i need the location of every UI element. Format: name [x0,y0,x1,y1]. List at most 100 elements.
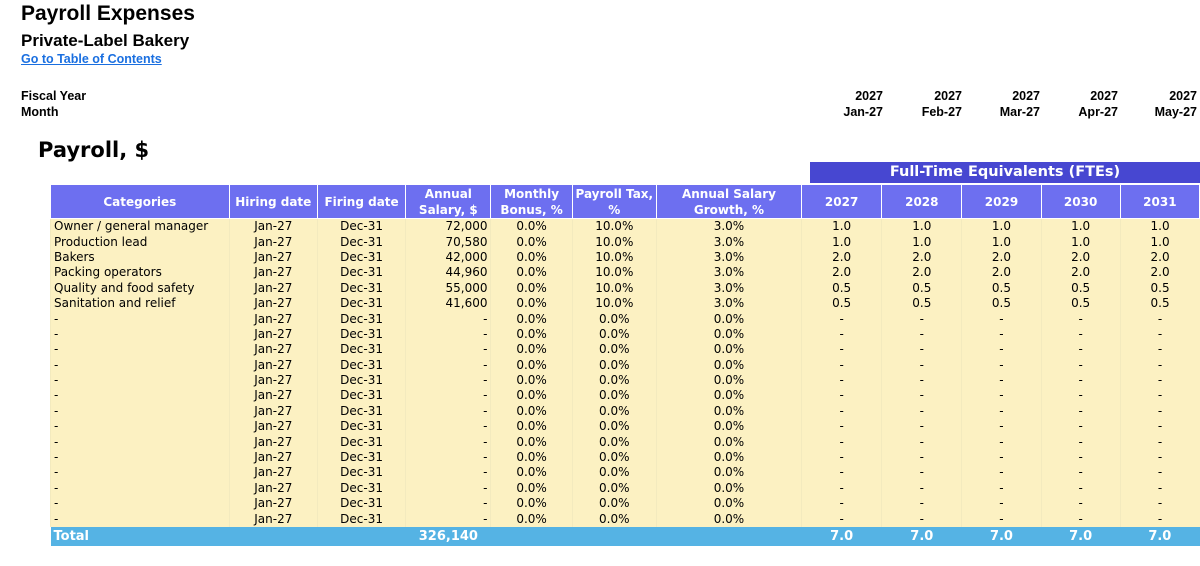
fte-cell[interactable]: - [1119,388,1200,404]
hiring-date-cell[interactable]: Jan-27 [228,372,318,389]
salary-growth-cell[interactable]: 0.0% [655,357,802,373]
fte-cell[interactable]: - [1040,480,1121,497]
fte-cell[interactable]: 2.0 [1040,249,1121,266]
category-cell[interactable]: - [50,419,230,435]
monthly-bonus-cell[interactable]: 0.0% [490,403,573,420]
annual-salary-cell[interactable]: - [405,511,491,527]
category-cell[interactable]: - [50,326,230,343]
category-cell[interactable]: - [50,388,230,404]
monthly-bonus-cell[interactable]: 0.0% [490,326,573,343]
firing-date-cell[interactable]: Dec-31 [316,311,406,327]
annual-salary-cell[interactable]: - [405,465,491,481]
monthly-bonus-cell[interactable]: 0.0% [490,234,573,250]
payroll-tax-cell[interactable]: 0.0% [571,403,657,420]
category-cell[interactable]: Quality and food safety [50,280,230,296]
fte-cell[interactable]: - [1119,480,1200,497]
fte-cell[interactable]: 1.0 [1040,218,1121,235]
fte-cell[interactable]: 1.0 [801,234,882,250]
fte-cell[interactable]: - [1040,511,1121,527]
monthly-bonus-cell[interactable]: 0.0% [490,218,573,235]
monthly-bonus-cell[interactable]: 0.0% [490,496,573,512]
annual-salary-cell[interactable]: - [405,357,491,373]
firing-date-cell[interactable]: Dec-31 [316,372,406,389]
category-cell[interactable]: - [50,357,230,373]
monthly-bonus-cell[interactable]: 0.0% [490,342,573,358]
fte-cell[interactable]: - [881,403,962,420]
firing-date-cell[interactable]: Dec-31 [316,449,406,466]
fte-cell[interactable]: 1.0 [801,218,882,235]
annual-salary-cell[interactable]: - [405,403,491,420]
firing-date-cell[interactable]: Dec-31 [316,496,406,512]
category-cell[interactable]: - [50,372,230,389]
salary-growth-cell[interactable]: 0.0% [655,419,802,435]
fte-cell[interactable]: - [1040,449,1121,466]
firing-date-cell[interactable]: Dec-31 [316,342,406,358]
fte-cell[interactable]: - [801,372,882,389]
category-cell[interactable]: - [50,311,230,327]
category-cell[interactable]: - [50,465,230,481]
hiring-date-cell[interactable]: Jan-27 [228,342,318,358]
fte-cell[interactable]: 0.5 [961,280,1042,296]
payroll-tax-cell[interactable]: 0.0% [571,434,657,450]
fte-cell[interactable]: 2.0 [961,249,1042,266]
hiring-date-cell[interactable]: Jan-27 [228,218,318,235]
annual-salary-cell[interactable]: - [405,326,491,343]
fte-cell[interactable]: - [881,357,962,373]
fte-cell[interactable]: - [961,480,1042,497]
fte-cell[interactable]: - [961,511,1042,527]
salary-growth-cell[interactable]: 3.0% [655,280,802,296]
monthly-bonus-cell[interactable]: 0.0% [490,511,573,527]
monthly-bonus-cell[interactable]: 0.0% [490,434,573,450]
salary-growth-cell[interactable]: 3.0% [655,249,802,266]
fte-cell[interactable]: 2.0 [1119,265,1200,281]
monthly-bonus-cell[interactable]: 0.0% [490,480,573,497]
hiring-date-cell[interactable]: Jan-27 [228,265,318,281]
hiring-date-cell[interactable]: Jan-27 [228,388,318,404]
annual-salary-cell[interactable]: - [405,342,491,358]
firing-date-cell[interactable]: Dec-31 [316,403,406,420]
salary-growth-cell[interactable]: 0.0% [655,480,802,497]
fte-cell[interactable]: - [1119,311,1200,327]
fte-cell[interactable]: - [961,342,1042,358]
fte-cell[interactable]: 0.5 [1040,295,1121,312]
fte-cell[interactable]: - [961,403,1042,420]
monthly-bonus-cell[interactable]: 0.0% [490,249,573,266]
payroll-tax-cell[interactable]: 10.0% [571,280,657,296]
annual-salary-cell[interactable]: - [405,311,491,327]
firing-date-cell[interactable]: Dec-31 [316,249,406,266]
category-cell[interactable]: - [50,342,230,358]
payroll-tax-cell[interactable]: 10.0% [571,295,657,312]
firing-date-cell[interactable]: Dec-31 [316,465,406,481]
fte-cell[interactable]: - [881,326,962,343]
hiring-date-cell[interactable]: Jan-27 [228,249,318,266]
fte-cell[interactable]: - [1040,311,1121,327]
monthly-bonus-cell[interactable]: 0.0% [490,449,573,466]
firing-date-cell[interactable]: Dec-31 [316,326,406,343]
fte-cell[interactable]: - [1119,403,1200,420]
fte-cell[interactable]: 1.0 [1040,234,1121,250]
fte-cell[interactable]: - [801,434,882,450]
fte-cell[interactable]: - [881,480,962,497]
fte-cell[interactable]: - [1119,465,1200,481]
fte-cell[interactable]: 0.5 [881,280,962,296]
hiring-date-cell[interactable]: Jan-27 [228,403,318,420]
category-cell[interactable]: - [50,511,230,527]
fte-cell[interactable]: - [1040,342,1121,358]
annual-salary-cell[interactable]: - [405,480,491,497]
fte-cell[interactable]: - [961,388,1042,404]
fte-cell[interactable]: 1.0 [961,218,1042,235]
firing-date-cell[interactable]: Dec-31 [316,388,406,404]
payroll-tax-cell[interactable]: 0.0% [571,419,657,435]
salary-growth-cell[interactable]: 3.0% [655,234,802,250]
fte-cell[interactable]: - [881,449,962,466]
fte-cell[interactable]: - [1040,434,1121,450]
fte-cell[interactable]: - [881,342,962,358]
fte-cell[interactable]: 2.0 [801,249,882,266]
salary-growth-cell[interactable]: 0.0% [655,388,802,404]
annual-salary-cell[interactable]: - [405,388,491,404]
fte-cell[interactable]: - [1040,496,1121,512]
monthly-bonus-cell[interactable]: 0.0% [490,357,573,373]
fte-cell[interactable]: - [881,496,962,512]
fte-cell[interactable]: - [801,465,882,481]
salary-growth-cell[interactable]: 0.0% [655,496,802,512]
